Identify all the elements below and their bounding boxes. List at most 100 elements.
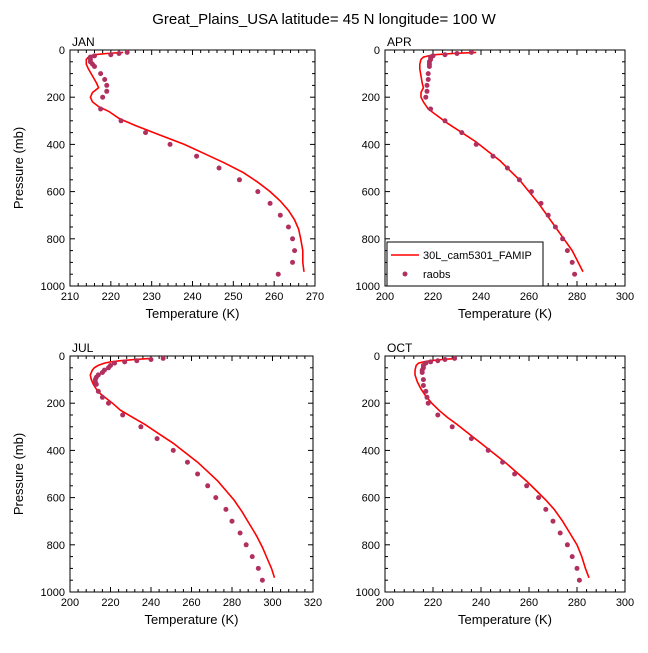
raobs-point xyxy=(108,52,114,58)
raobs-point xyxy=(564,542,570,548)
raobs-point xyxy=(243,542,249,548)
y-tick-label: 0 xyxy=(59,45,65,57)
y-tick-label: 600 xyxy=(362,187,380,199)
raobs-point xyxy=(290,236,296,242)
plot-frame xyxy=(384,355,626,593)
raobs-point xyxy=(516,177,522,183)
raobs-point xyxy=(290,259,296,265)
raobs-point xyxy=(116,51,122,57)
raobs-point xyxy=(423,388,429,394)
x-axis-label: Temperature (K) xyxy=(145,612,239,627)
raobs-point xyxy=(124,49,130,55)
raobs-point xyxy=(428,106,434,112)
x-tick-label: 280 xyxy=(568,597,586,609)
plot-frame xyxy=(69,355,314,593)
raobs-point xyxy=(92,53,97,59)
raobs-point xyxy=(545,212,551,218)
y-tick-label: 600 xyxy=(362,493,380,505)
raobs-point xyxy=(512,471,518,477)
raobs-point xyxy=(442,52,448,58)
raobs-point xyxy=(536,495,542,501)
y-tick-label: 800 xyxy=(362,234,380,246)
raobs-point xyxy=(105,400,111,406)
x-tick-label: 260 xyxy=(520,291,538,303)
raobs-point xyxy=(424,88,430,94)
x-tick-label: 220 xyxy=(101,597,119,609)
y-tick-label: 1000 xyxy=(356,281,380,293)
panel-label: JAN xyxy=(72,35,95,49)
raobs-point xyxy=(473,141,479,147)
x-tick-label: 200 xyxy=(376,597,394,609)
raobs-point xyxy=(160,355,166,361)
raobs-point xyxy=(229,518,235,524)
raobs-point xyxy=(259,577,265,583)
raobs-point xyxy=(569,554,575,560)
raobs-point xyxy=(154,436,160,442)
raobs-point xyxy=(275,271,281,277)
raobs-point xyxy=(285,224,291,230)
raobs-point xyxy=(468,436,474,442)
raobs-point xyxy=(452,355,458,361)
raobs-point xyxy=(120,412,126,418)
raobs-point xyxy=(223,506,229,512)
legend-label: raobs xyxy=(423,269,451,281)
raobs-point xyxy=(420,377,426,383)
x-tick-label: 220 xyxy=(102,291,120,303)
raobs-point xyxy=(105,365,111,371)
y-tick-label: 1000 xyxy=(356,587,380,599)
raobs-point xyxy=(425,71,431,77)
raobs-point xyxy=(572,271,578,277)
raobs-point xyxy=(167,141,173,147)
raobs-point xyxy=(102,77,108,82)
y-tick-label: 0 xyxy=(374,45,380,57)
y-tick-label: 200 xyxy=(362,398,380,410)
raobs-point xyxy=(442,357,448,363)
raobs-point xyxy=(419,370,425,376)
panel-label: JUL xyxy=(72,341,94,355)
y-tick-label: 400 xyxy=(47,445,65,457)
raobs-point xyxy=(564,248,570,254)
x-axis-label: Temperature (K) xyxy=(146,306,240,321)
raobs-point xyxy=(424,394,430,400)
raobs-point xyxy=(205,483,211,489)
raobs-point xyxy=(468,49,474,55)
x-tick-label: 300 xyxy=(263,597,281,609)
raobs-point xyxy=(104,82,110,88)
raobs-point xyxy=(435,358,441,364)
x-tick-label: 220 xyxy=(424,597,442,609)
y-axis-label: Pressure (mb) xyxy=(11,127,26,209)
x-tick-label: 200 xyxy=(376,291,394,303)
raobs-point xyxy=(574,565,580,571)
y-tick-label: 400 xyxy=(362,445,380,457)
raobs-point xyxy=(95,388,101,394)
raobs-point xyxy=(93,381,99,387)
raobs-point xyxy=(500,459,506,465)
raobs-point xyxy=(543,506,549,512)
y-axis-label: Pressure (mb) xyxy=(11,433,26,515)
raobs-point xyxy=(528,189,534,195)
panel-jan: JAN 210 220 230 240 250 260 270 0 200 400 600 800 100… xyxy=(11,35,324,321)
raobs-point xyxy=(92,64,97,70)
y-tick-label: 600 xyxy=(47,187,65,199)
raobs-point xyxy=(267,200,273,206)
raobs-point xyxy=(576,577,582,583)
y-tick-label: 1000 xyxy=(41,587,65,599)
y-tick-label: 1000 xyxy=(41,281,65,293)
raobs-point xyxy=(236,177,242,183)
raobs-point xyxy=(424,82,430,88)
raobs-point xyxy=(425,400,431,406)
x-tick-label: 270 xyxy=(306,291,324,303)
raobs-point xyxy=(148,357,154,363)
y-tick-label: 400 xyxy=(47,139,65,151)
raobs-point xyxy=(538,200,544,206)
raobs-point xyxy=(442,118,448,124)
y-tick-label: 600 xyxy=(47,493,65,505)
raobs-point xyxy=(425,77,431,82)
raobs-point xyxy=(194,153,200,159)
raobs-point xyxy=(100,94,106,100)
y-tick-label: 200 xyxy=(47,398,65,410)
raobs-point xyxy=(550,518,556,524)
legend-label: 30L_cam5301_FAMIP xyxy=(423,250,532,262)
